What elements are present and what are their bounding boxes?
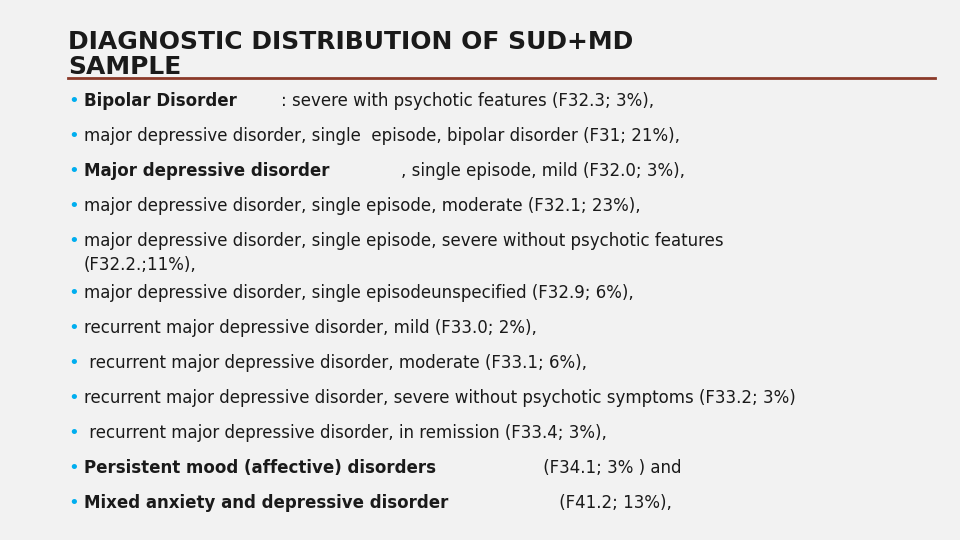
Text: •: • — [68, 284, 79, 302]
Text: DIAGNOSTIC DISTRIBUTION OF SUD+MD: DIAGNOSTIC DISTRIBUTION OF SUD+MD — [68, 30, 634, 54]
Text: SAMPLE: SAMPLE — [68, 55, 181, 79]
Text: , single episode, mild (F32.0; 3%),: , single episode, mild (F32.0; 3%), — [400, 162, 684, 180]
Text: Persistent mood (affective) disorders: Persistent mood (affective) disorders — [84, 459, 436, 477]
Text: •: • — [68, 354, 79, 372]
Text: recurrent major depressive disorder, severe without psychotic symptoms (F33.2; 3: recurrent major depressive disorder, sev… — [84, 389, 796, 407]
Text: •: • — [68, 319, 79, 337]
Text: Mixed anxiety and depressive disorder: Mixed anxiety and depressive disorder — [84, 494, 448, 512]
Text: •: • — [68, 197, 79, 215]
Text: Major depressive disorder: Major depressive disorder — [84, 162, 329, 180]
Text: •: • — [68, 162, 79, 180]
Text: •: • — [68, 424, 79, 442]
Text: (F41.2; 13%),: (F41.2; 13%), — [554, 494, 672, 512]
Text: •: • — [68, 127, 79, 145]
Text: major depressive disorder, single episode, moderate (F32.1; 23%),: major depressive disorder, single episod… — [84, 197, 640, 215]
Text: •: • — [68, 494, 79, 512]
Text: major depressive disorder, single  episode, bipolar disorder (F31; 21%),: major depressive disorder, single episod… — [84, 127, 680, 145]
Text: recurrent major depressive disorder, mild (F33.0; 2%),: recurrent major depressive disorder, mil… — [84, 319, 537, 337]
Text: •: • — [68, 459, 79, 477]
Text: •: • — [68, 92, 79, 110]
Text: major depressive disorder, single episodeunspecified (F32.9; 6%),: major depressive disorder, single episod… — [84, 284, 634, 302]
Text: Bipolar Disorder: Bipolar Disorder — [84, 92, 237, 110]
Text: recurrent major depressive disorder, moderate (F33.1; 6%),: recurrent major depressive disorder, mod… — [84, 354, 587, 372]
Text: •: • — [68, 232, 79, 250]
Text: recurrent major depressive disorder, in remission (F33.4; 3%),: recurrent major depressive disorder, in … — [84, 424, 607, 442]
Text: (F34.1; 3% ) and: (F34.1; 3% ) and — [539, 459, 682, 477]
Text: : severe with psychotic features (F32.3; 3%),: : severe with psychotic features (F32.3;… — [281, 92, 655, 110]
Text: •: • — [68, 389, 79, 407]
Text: major depressive disorder, single episode, severe without psychotic features
(F3: major depressive disorder, single episod… — [84, 232, 724, 274]
